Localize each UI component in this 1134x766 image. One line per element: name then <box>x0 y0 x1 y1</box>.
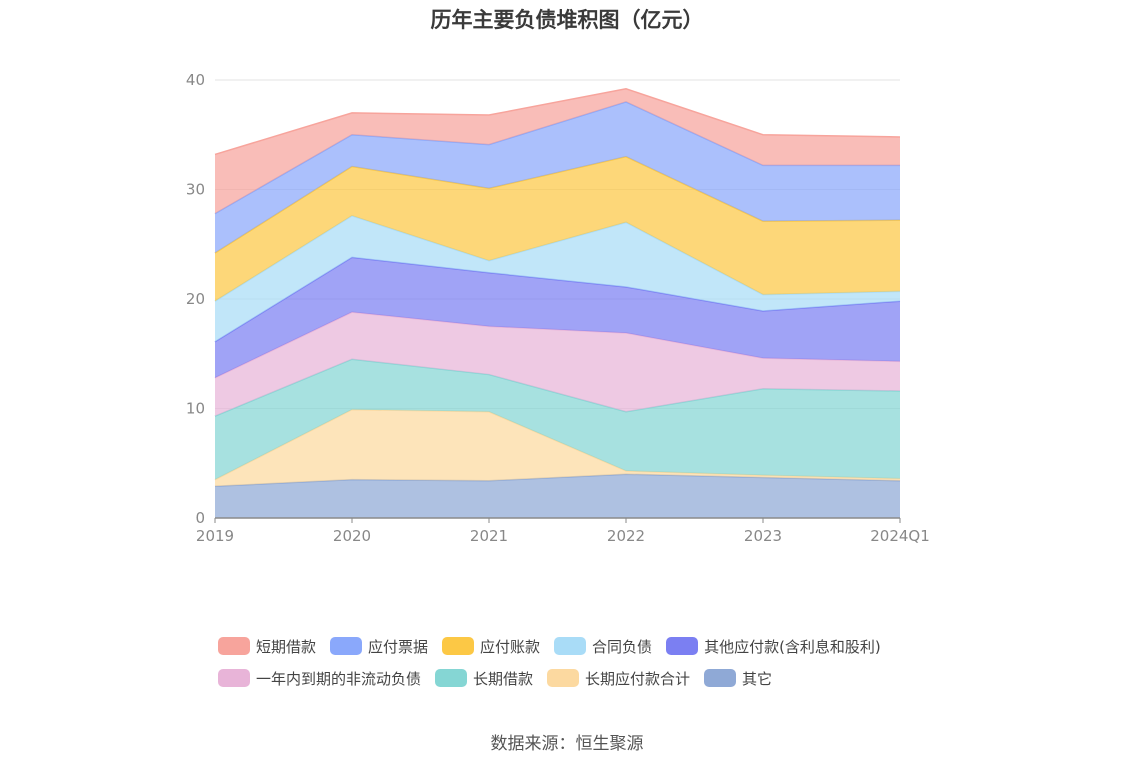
legend-swatch <box>330 637 363 655</box>
chart-legend: 短期借款 应付票据 应付账款 合同负债 其他应付款(含利息和股利) 一年内到期的… <box>218 630 978 694</box>
legend-row-1: 短期借款 应付票据 应付账款 合同负债 其他应付款(含利息和股利) <box>218 630 978 662</box>
area-series <box>215 257 900 378</box>
legend-item[interactable]: 其它 <box>704 668 772 689</box>
legend-label: 短期借款 <box>256 637 317 656</box>
area-series <box>215 101 900 254</box>
x-tick-label: 2022 <box>607 527 645 545</box>
area-series <box>215 409 900 487</box>
y-tick-label: 30 <box>186 181 205 199</box>
y-tick-label: 0 <box>195 509 205 527</box>
area-series <box>215 474 900 518</box>
legend-item[interactable]: 合同负债 <box>554 636 652 657</box>
area-series <box>215 88 900 214</box>
area-series <box>215 215 900 342</box>
x-tick-label: 2024Q1 <box>870 527 930 545</box>
legend-swatch <box>218 669 250 687</box>
legend-label: 其他应付款(含利息和股利) <box>704 637 881 656</box>
x-tick-label: 2019 <box>196 527 234 545</box>
legend-item[interactable]: 一年内到期的非流动负债 <box>218 668 421 689</box>
x-tick-label: 2020 <box>333 527 371 545</box>
legend-item[interactable]: 长期借款 <box>435 668 533 689</box>
legend-label: 一年内到期的非流动负债 <box>256 669 422 688</box>
area-series-line <box>214 87 901 156</box>
y-tick-label: 20 <box>186 290 205 308</box>
legend-label: 长期应付款合计 <box>585 669 691 688</box>
legend-swatch <box>704 669 737 687</box>
legend-item[interactable]: 长期应付款合计 <box>547 668 690 689</box>
legend-swatch <box>547 669 580 687</box>
legend-swatch <box>666 637 699 655</box>
legend-swatch <box>218 637 250 655</box>
legend-item[interactable]: 应付账款 <box>442 636 540 657</box>
legend-label: 应付票据 <box>368 637 429 656</box>
area-series <box>215 156 900 302</box>
legend-swatch <box>554 637 587 655</box>
legend-item[interactable]: 短期借款 <box>218 636 316 657</box>
data-source-note: 数据来源：恒生聚源 <box>490 734 644 754</box>
y-tick-label: 40 <box>186 71 205 89</box>
stacked-area-chart: 2019 2020 2021 2022 2023 2024Q1 0 10 20 30 40 <box>186 71 930 545</box>
legend-item[interactable]: 其他应付款(含利息和股利) <box>666 636 881 657</box>
y-tick-label: 10 <box>186 400 205 418</box>
legend-label: 其它 <box>742 669 773 688</box>
x-tick-label: 2023 <box>744 527 782 545</box>
area-series <box>215 359 900 480</box>
legend-item[interactable]: 应付票据 <box>330 636 428 657</box>
x-tick-label: 2021 <box>470 527 508 545</box>
legend-row-2: 一年内到期的非流动负债 长期借款 长期应付款合计 其它 <box>218 662 978 694</box>
area-series <box>215 312 900 417</box>
legend-swatch <box>435 669 468 687</box>
legend-swatch <box>442 637 475 655</box>
chart-title: 历年主要负债堆积图（亿元） <box>430 8 704 32</box>
legend-label: 长期借款 <box>473 669 534 688</box>
legend-label: 合同负债 <box>592 637 653 656</box>
legend-label: 应付账款 <box>480 637 541 656</box>
